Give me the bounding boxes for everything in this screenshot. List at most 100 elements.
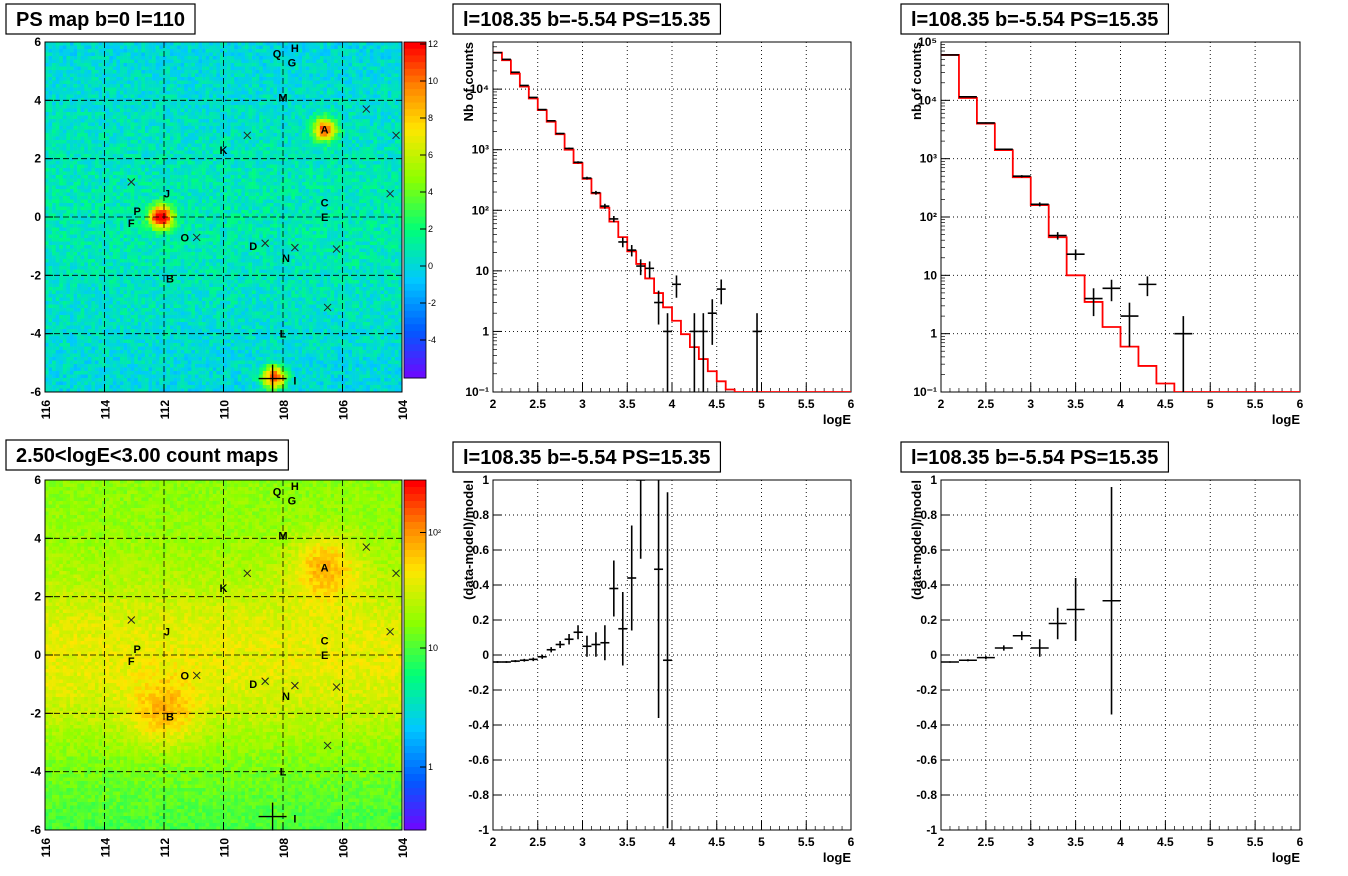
map-pixel (66, 147, 70, 151)
map-pixel (188, 67, 192, 71)
map-pixel (113, 224, 117, 228)
map-pixel (209, 175, 213, 179)
map-pixel (188, 98, 192, 102)
map-pixel (120, 102, 124, 106)
map-pixel (116, 249, 120, 253)
map-pixel (134, 49, 138, 53)
map-pixel (184, 196, 188, 200)
map-pixel (174, 196, 178, 200)
map-pixel (209, 95, 213, 99)
map-pixel (99, 238, 103, 242)
map-pixel (209, 42, 213, 46)
map-pixel (124, 298, 128, 302)
map-pixel (124, 98, 128, 102)
map-pixel (184, 133, 188, 137)
map-pixel (149, 158, 153, 162)
map-pixel (141, 200, 145, 204)
map-pixel (106, 56, 110, 60)
map-pixel (163, 252, 167, 256)
map-pixel (174, 172, 178, 176)
map-pixel (102, 294, 106, 298)
map-pixel (124, 137, 128, 141)
map-pixel (127, 378, 131, 382)
map-pixel (145, 95, 149, 99)
map-pixel (206, 256, 210, 260)
map-pixel (131, 354, 135, 358)
map-pixel (159, 126, 163, 130)
map-pixel (56, 287, 60, 291)
map-pixel (202, 81, 206, 85)
map-pixel (216, 280, 220, 284)
map-pixel (191, 361, 195, 365)
map-pixel (120, 319, 124, 323)
map-pixel (199, 228, 203, 232)
map-pixel (84, 130, 88, 134)
map-pixel (195, 326, 199, 330)
map-pixel (141, 105, 145, 109)
map-pixel (49, 179, 53, 183)
map-pixel (159, 109, 163, 113)
map-pixel (102, 182, 106, 186)
map-pixel (52, 350, 56, 354)
map-pixel (156, 133, 160, 137)
map-pixel (156, 179, 160, 183)
map-pixel (174, 42, 178, 46)
map-pixel (77, 280, 81, 284)
map-pixel (106, 98, 110, 102)
map-pixel (52, 172, 56, 176)
map-pixel (134, 301, 138, 305)
map-pixel (113, 301, 117, 305)
map-pixel (77, 273, 81, 277)
map-pixel (209, 350, 213, 354)
map-pixel (77, 88, 81, 92)
map-pixel (131, 112, 135, 116)
map-pixel (88, 168, 92, 172)
map-pixel (134, 95, 138, 99)
map-pixel (52, 203, 56, 207)
map-pixel (120, 70, 124, 74)
map-pixel (199, 112, 203, 116)
map-pixel (59, 287, 63, 291)
map-pixel (145, 140, 149, 144)
map-pixel (199, 221, 203, 225)
map-pixel (116, 63, 120, 67)
map-pixel (49, 217, 53, 221)
map-pixel (188, 179, 192, 183)
map-pixel (152, 207, 156, 211)
map-pixel (99, 49, 103, 53)
map-pixel (188, 49, 192, 53)
map-pixel (120, 298, 124, 302)
map-pixel (84, 105, 88, 109)
map-pixel (174, 95, 178, 99)
map-pixel (163, 84, 167, 88)
map-pixel (116, 326, 120, 330)
map-pixel (213, 301, 217, 305)
map-pixel (99, 270, 103, 274)
map-pixel (184, 130, 188, 134)
map-pixel (195, 217, 199, 221)
map-pixel (124, 252, 128, 256)
map-pixel (81, 382, 85, 386)
map-pixel (152, 347, 156, 351)
map-pixel (145, 343, 149, 347)
map-pixel (81, 210, 85, 214)
map-pixel (63, 200, 67, 204)
map-pixel (159, 329, 163, 333)
map-pixel (134, 284, 138, 288)
map-pixel (88, 354, 92, 358)
map-pixel (99, 133, 103, 137)
map-pixel (188, 333, 192, 337)
map-pixel (116, 74, 120, 78)
map-pixel (124, 70, 128, 74)
map-pixel (191, 133, 195, 137)
map-pixel (91, 256, 95, 260)
map-pixel (70, 287, 74, 291)
map-pixel (213, 242, 217, 246)
map-pixel (213, 119, 217, 123)
map-pixel (138, 231, 142, 235)
map-pixel (116, 119, 120, 123)
map-pixel (163, 165, 167, 169)
map-pixel (124, 102, 128, 106)
map-pixel (84, 158, 88, 162)
map-pixel (170, 126, 174, 130)
